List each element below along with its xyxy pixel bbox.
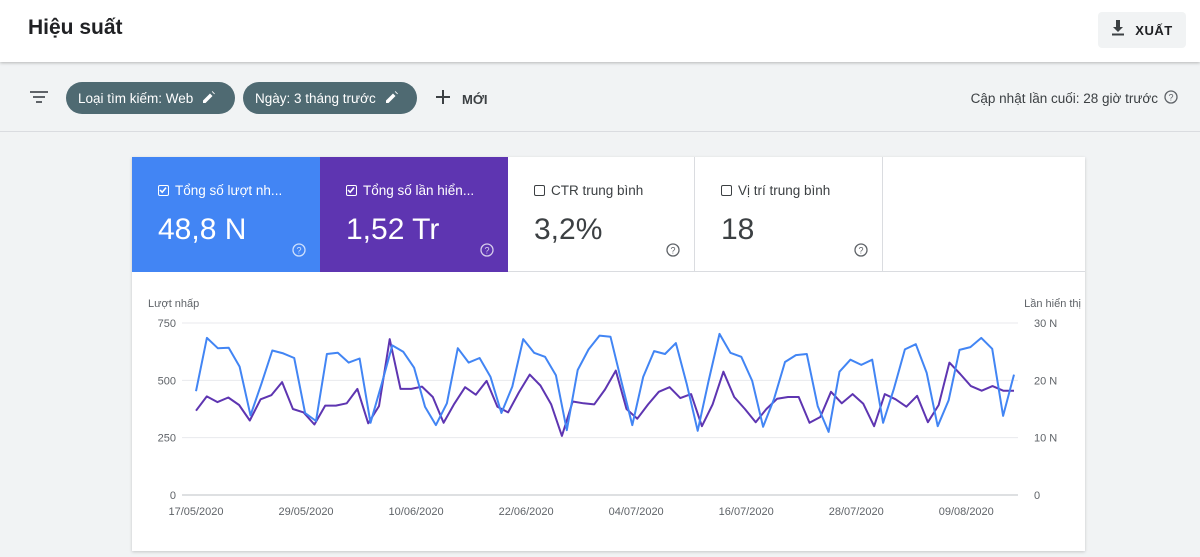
svg-text:?: ? bbox=[1168, 92, 1173, 102]
filter-icon[interactable] bbox=[30, 90, 48, 108]
metric-card-impressions[interactable]: Tổng số lần hiển... 1,52 Tr ? bbox=[320, 157, 508, 272]
metric-card-clicks[interactable]: Tổng số lượt nh... 48,8 N ? bbox=[132, 157, 320, 272]
svg-text:?: ? bbox=[484, 245, 489, 255]
metric-label: Vị trí trung bình bbox=[721, 183, 830, 198]
last-updated-text: Cập nhật lần cuối: 28 giờ trước bbox=[970, 91, 1158, 106]
new-filter-label: MỚI bbox=[462, 91, 488, 107]
checkbox-checked-icon[interactable] bbox=[158, 185, 169, 196]
x-tick-label: 28/07/2020 bbox=[829, 506, 884, 518]
metric-value: 18 bbox=[721, 213, 755, 246]
plus-icon bbox=[436, 89, 450, 109]
chip-label: Loại tìm kiếm: Web bbox=[78, 90, 194, 106]
help-icon[interactable]: ? bbox=[292, 243, 306, 262]
help-icon[interactable]: ? bbox=[1164, 90, 1178, 107]
x-tick-label: 22/06/2020 bbox=[499, 506, 554, 518]
checkbox-unchecked-icon[interactable] bbox=[534, 185, 545, 196]
series-line-impressions bbox=[195, 338, 1014, 437]
edit-icon bbox=[203, 90, 216, 106]
y-tick-label: 500 bbox=[158, 375, 176, 387]
filter-chip-search-type[interactable]: Loại tìm kiếm: Web bbox=[66, 82, 235, 114]
x-tick-label: 17/05/2020 bbox=[168, 506, 223, 518]
help-icon[interactable]: ? bbox=[480, 243, 494, 262]
metric-label-text: Vị trí trung bình bbox=[738, 183, 831, 198]
performance-card: Tổng số lượt nh... 48,8 N ? Tổng số lần … bbox=[132, 157, 1085, 551]
x-tick-label: 29/05/2020 bbox=[279, 506, 334, 518]
y2-tick-label: 30 N bbox=[1034, 318, 1057, 330]
edit-icon bbox=[385, 90, 398, 106]
metric-value: 48,8 N bbox=[158, 213, 247, 246]
metric-value: 1,52 Tr bbox=[346, 213, 440, 246]
metric-label-text: CTR trung bình bbox=[551, 183, 644, 198]
performance-line-chart: 0 0 250 10 N 500 20 N 750 30 N 17/05/2020 29/05/2… bbox=[148, 298, 1081, 518]
y-tick-label: 750 bbox=[158, 318, 176, 330]
chip-label: Ngày: 3 tháng trước bbox=[255, 90, 376, 106]
metric-card-position[interactable]: Vị trí trung bình 18 ? bbox=[695, 157, 883, 272]
checkbox-checked-icon[interactable] bbox=[346, 185, 357, 196]
last-updated: Cập nhật lần cuối: 28 giờ trước ? bbox=[971, 90, 1178, 107]
series-line-clicks bbox=[195, 332, 1015, 433]
svg-text:?: ? bbox=[858, 245, 863, 255]
export-label: XUẤT bbox=[1135, 22, 1173, 38]
x-tick-label: 09/08/2020 bbox=[939, 506, 994, 518]
filter-chip-date[interactable]: Ngày: 3 tháng trước bbox=[243, 82, 417, 114]
metric-label-text: Tổng số lượt nh... bbox=[175, 183, 283, 198]
metric-label-text: Tổng số lần hiển... bbox=[363, 183, 475, 198]
y2-tick-label: 0 bbox=[1034, 490, 1040, 502]
svg-text:?: ? bbox=[296, 245, 301, 255]
page-header: Hiệu suất XUẤT bbox=[0, 0, 1200, 62]
y-tick-label: 250 bbox=[158, 433, 176, 445]
filter-bar-divider bbox=[0, 131, 1200, 132]
metric-label: Tổng số lần hiển... bbox=[346, 183, 474, 198]
y2-tick-label: 10 N bbox=[1034, 433, 1057, 445]
x-tick-label: 10/06/2020 bbox=[389, 506, 444, 518]
export-button[interactable]: XUẤT bbox=[1098, 12, 1186, 48]
y2-tick-label: 20 N bbox=[1034, 375, 1057, 387]
help-icon[interactable]: ? bbox=[666, 243, 680, 262]
metrics-spacer bbox=[883, 157, 1085, 272]
x-tick-label: 04/07/2020 bbox=[609, 506, 664, 518]
help-icon[interactable]: ? bbox=[854, 243, 868, 262]
checkbox-unchecked-icon[interactable] bbox=[721, 185, 732, 196]
metric-label: Tổng số lượt nh... bbox=[158, 183, 282, 198]
x-tick-label: 16/07/2020 bbox=[719, 506, 774, 518]
y-axis-label: Lượt nhấp bbox=[148, 298, 199, 310]
metric-value: 3,2% bbox=[534, 213, 603, 246]
new-filter-button[interactable]: MỚI bbox=[436, 86, 488, 112]
y2-axis-label: Lần hiển thị bbox=[1024, 298, 1081, 310]
y-tick-label: 0 bbox=[170, 490, 176, 502]
metric-label: CTR trung bình bbox=[534, 183, 643, 198]
filter-bar: Loại tìm kiếm: Web Ngày: 3 tháng trước M… bbox=[0, 62, 1200, 132]
metric-card-ctr[interactable]: CTR trung bình 3,2% ? bbox=[508, 157, 695, 272]
page-title: Hiệu suất bbox=[28, 16, 123, 39]
download-icon bbox=[1111, 19, 1125, 41]
svg-text:?: ? bbox=[670, 245, 675, 255]
